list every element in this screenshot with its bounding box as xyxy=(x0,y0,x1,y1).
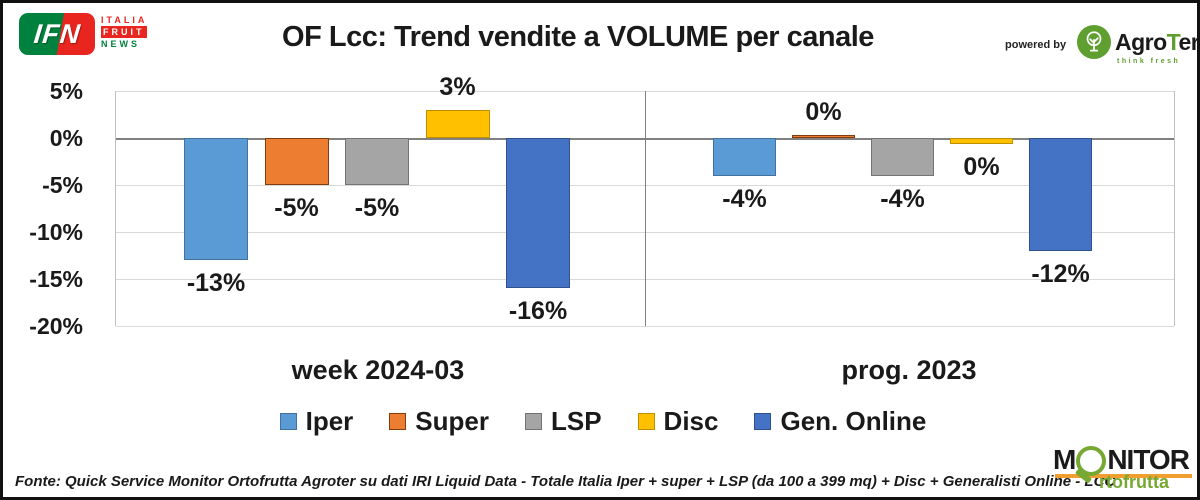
bar-iper xyxy=(713,138,776,176)
bar-iper xyxy=(184,138,248,261)
bar-value-label: -12% xyxy=(1031,259,1090,288)
y-tick-label: 5% xyxy=(49,78,83,104)
y-tick-label: -15% xyxy=(29,266,83,292)
legend-swatch-icon xyxy=(389,413,407,430)
legend-swatch-icon xyxy=(637,413,655,430)
chart-legend: Iper Super LSP Disc Gen. Online xyxy=(3,406,1197,437)
monitor-logo-subtitle: rtofrutta xyxy=(1099,472,1169,492)
panel-divider xyxy=(645,91,646,326)
powered-by-block: powered by AgroTer think fresh xyxy=(1005,23,1197,71)
bar-disc xyxy=(950,138,1013,144)
ifn-logo-line-fruit: FRUIT xyxy=(101,26,148,38)
agroter-tree-icon xyxy=(1077,25,1111,59)
legend-swatch-icon xyxy=(754,413,772,430)
bar-value-label: 3% xyxy=(439,72,476,101)
bar-super xyxy=(264,138,329,185)
ifn-logo-line-italia: ITALIA xyxy=(101,15,148,25)
chart-title: OF Lcc: Trend vendite a VOLUME per canal… xyxy=(282,21,874,53)
legend-label: Disc xyxy=(663,406,719,436)
panel-title-prog: prog. 2023 xyxy=(841,355,977,385)
legend-label: Gen. Online xyxy=(780,406,927,436)
bar-value-label: 0% xyxy=(963,152,1000,181)
legend-label: Iper xyxy=(305,406,354,436)
legend-item-super: Super xyxy=(389,406,489,437)
bar-value-label: -16% xyxy=(508,297,568,326)
legend-item-disc: Disc xyxy=(637,406,719,437)
gridline xyxy=(116,326,1174,327)
bar-value-label: -5% xyxy=(274,194,319,222)
y-tick-label: -5% xyxy=(42,172,83,198)
source-note: Fonte: Quick Service Monitor Ortofrutta … xyxy=(15,473,1116,490)
ifn-logo-wordmark: ITALIA FRUIT NEWS xyxy=(101,15,148,49)
y-tick-label: -20% xyxy=(29,313,83,339)
monitor-ortofrutta-logo: M NITOR rtofrutta xyxy=(1053,444,1195,496)
plot-area: -13% -5% -5% 3% -16% -4% 0% -4% 0% -12% xyxy=(115,73,1175,327)
bar-value-label: 0% xyxy=(805,98,842,127)
bar-lsp xyxy=(871,138,934,176)
legend-swatch-icon xyxy=(279,413,297,430)
legend-swatch-icon xyxy=(524,413,542,430)
bar-gen-online xyxy=(1029,138,1092,251)
bar-gen-online xyxy=(506,138,570,289)
ifn-logo: IFN ITALIA FRUIT NEWS xyxy=(19,11,149,59)
bar-lsp xyxy=(345,138,409,185)
legend-label: LSP xyxy=(550,406,602,436)
bar-disc xyxy=(425,109,490,138)
bar-value-label: -13% xyxy=(186,269,246,298)
legend-item-iper: Iper xyxy=(279,406,354,437)
ifn-logo-line-news: NEWS xyxy=(101,39,140,49)
bar-value-label: -5% xyxy=(354,194,400,222)
bar-value-label: -4% xyxy=(880,184,925,213)
legend-label: Super xyxy=(415,406,489,436)
y-tick-label: 0% xyxy=(49,125,83,151)
monitor-logo-underline xyxy=(1055,474,1192,478)
agroter-wordmark: AgroTer xyxy=(1115,29,1200,55)
monitor-logo-wordmark: M NITOR xyxy=(1053,444,1190,476)
agroter-tagline: think fresh xyxy=(1117,58,1181,65)
panel-title-week: week 2024-03 xyxy=(291,355,465,385)
bar-value-label: -4% xyxy=(722,184,767,213)
ifn-logo-box: IFN xyxy=(19,13,95,55)
legend-item-lsp: LSP xyxy=(524,406,602,437)
powered-by-label: powered by xyxy=(1005,39,1067,51)
y-tick-label: -10% xyxy=(29,219,83,245)
ifn-logo-acronym: IFN xyxy=(32,18,82,49)
legend-item-gen-online: Gen. Online xyxy=(754,406,926,437)
bar-super xyxy=(792,135,855,138)
magnifier-icon xyxy=(1076,446,1107,476)
